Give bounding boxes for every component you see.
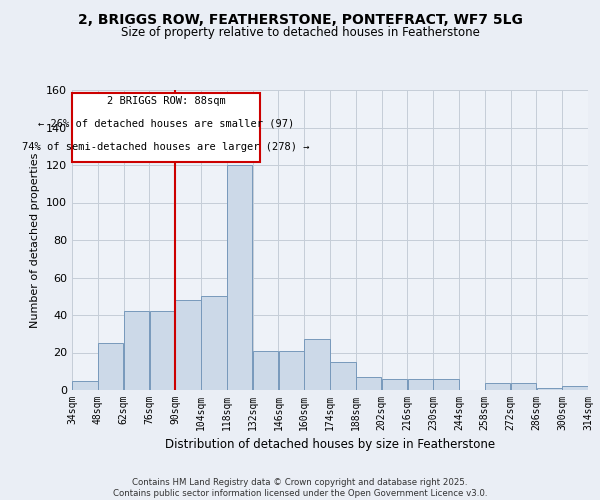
Text: 2, BRIGGS ROW, FEATHERSTONE, PONTEFRACT, WF7 5LG: 2, BRIGGS ROW, FEATHERSTONE, PONTEFRACT,… bbox=[77, 12, 523, 26]
Bar bbox=[304, 340, 330, 390]
X-axis label: Distribution of detached houses by size in Featherstone: Distribution of detached houses by size … bbox=[165, 438, 495, 452]
Bar bbox=[227, 165, 253, 390]
Bar bbox=[278, 350, 304, 390]
Y-axis label: Number of detached properties: Number of detached properties bbox=[31, 152, 40, 328]
Bar bbox=[485, 382, 511, 390]
Bar bbox=[433, 379, 459, 390]
Bar bbox=[124, 311, 149, 390]
Bar bbox=[253, 350, 278, 390]
Bar bbox=[356, 377, 382, 390]
Bar bbox=[175, 300, 201, 390]
Bar bbox=[562, 386, 588, 390]
Bar bbox=[149, 311, 175, 390]
Text: ← 26% of detached houses are smaller (97): ← 26% of detached houses are smaller (97… bbox=[38, 118, 294, 128]
Text: Contains HM Land Registry data © Crown copyright and database right 2025.
Contai: Contains HM Land Registry data © Crown c… bbox=[113, 478, 487, 498]
Text: Size of property relative to detached houses in Featherstone: Size of property relative to detached ho… bbox=[121, 26, 479, 39]
Bar bbox=[407, 379, 433, 390]
Bar bbox=[72, 380, 98, 390]
Bar bbox=[330, 362, 356, 390]
Bar bbox=[536, 388, 562, 390]
Text: 74% of semi-detached houses are larger (278) →: 74% of semi-detached houses are larger (… bbox=[22, 142, 310, 152]
Bar bbox=[98, 343, 124, 390]
Bar bbox=[382, 379, 407, 390]
Bar bbox=[511, 382, 536, 390]
Text: 2 BRIGGS ROW: 88sqm: 2 BRIGGS ROW: 88sqm bbox=[107, 96, 226, 106]
Bar bbox=[201, 296, 227, 390]
